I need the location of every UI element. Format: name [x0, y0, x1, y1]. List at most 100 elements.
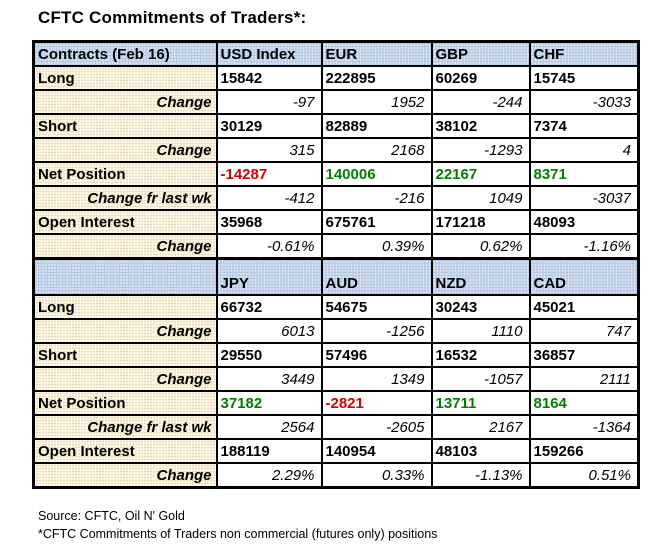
row-label: Open Interest [32, 209, 218, 235]
cell-value: 35968 [215, 209, 323, 235]
footnote-line: *CFTC Commitments of Traders non commerc… [38, 527, 438, 541]
cell-value: 48093 [528, 209, 640, 235]
cell-value: 2168 [320, 137, 433, 163]
table-row: Change -97 1952 -244 -3033 [32, 89, 640, 115]
cell-value: 16532 [430, 342, 531, 368]
table-row: Change 6013 -1256 1110 747 [32, 318, 640, 344]
row-label: Change [32, 462, 218, 489]
row-label: Change [32, 89, 218, 115]
currency-header-cell: GBP [430, 40, 531, 67]
cell-value: 15745 [528, 65, 640, 91]
row-label: Change [32, 137, 218, 163]
page: CFTC Commitments of Traders*: Contracts … [32, 8, 652, 543]
currency-header-cell: AUD [320, 257, 433, 296]
cell-value: 22167 [430, 161, 531, 187]
currency-header-row-1: Contracts (Feb 16) USD Index EUR GBP CHF [32, 40, 640, 67]
page-title: CFTC Commitments of Traders*: [38, 8, 307, 27]
cell-value: -1293 [430, 137, 531, 163]
currency-header-cell: USD Index [215, 40, 323, 67]
table-row: Change fr last wk -412 -216 1049 -3037 [32, 185, 640, 211]
cell-value: -1057 [430, 366, 531, 392]
cell-value: 36857 [528, 342, 640, 368]
table-row: Change 2.29% 0.33% -1.13% 0.51% [32, 462, 640, 489]
cell-value: 48103 [430, 438, 531, 464]
row-label: Change fr last wk [32, 414, 218, 440]
cell-value: 7374 [528, 113, 640, 139]
row-label: Short [32, 113, 218, 139]
cell-value: 66732 [215, 294, 323, 320]
cell-value: 45021 [528, 294, 640, 320]
table-row: Long 66732 54675 30243 45021 [32, 294, 640, 320]
currency-header-row-2: JPY AUD NZD CAD [32, 257, 640, 296]
table-row: Change fr last wk 2564 -2605 2167 -1364 [32, 414, 640, 440]
cell-value: -1.16% [528, 233, 640, 260]
row-label: Long [32, 294, 218, 320]
cell-value: 140954 [320, 438, 433, 464]
cell-value: 675761 [320, 209, 433, 235]
cell-value: 1110 [430, 318, 531, 344]
cell-value: -412 [215, 185, 323, 211]
row-label: Long [32, 65, 218, 91]
currency-header-cell: JPY [215, 257, 323, 296]
table-row: Change 315 2168 -1293 4 [32, 137, 640, 163]
table-row: Short 30129 82889 38102 7374 [32, 113, 640, 139]
currency-header-cell: CAD [528, 257, 640, 296]
cell-value: 2111 [528, 366, 640, 392]
cell-value: 13711 [430, 390, 531, 416]
cell-value: -14287 [215, 161, 323, 187]
cell-value: -3037 [528, 185, 640, 211]
cell-value: 2564 [215, 414, 323, 440]
row-label: Net Position [32, 161, 218, 187]
cell-value: 747 [528, 318, 640, 344]
cell-value: 82889 [320, 113, 433, 139]
cell-value: -2605 [320, 414, 433, 440]
table-row: Short 29550 57496 16532 36857 [32, 342, 640, 368]
empty-header-cell [32, 257, 218, 296]
footer: Source: CFTC, Oil N' Gold *CFTC Commitme… [38, 507, 652, 543]
cell-value: -2821 [320, 390, 433, 416]
table-row: Change -0.61% 0.39% 0.62% -1.16% [32, 233, 640, 260]
cell-value: 2167 [430, 414, 531, 440]
cell-value: -97 [215, 89, 323, 115]
table-row: Long 15842 222895 60269 15745 [32, 65, 640, 91]
cell-value: 315 [215, 137, 323, 163]
cot-table-body: Contracts (Feb 16) USD Index EUR GBP CHF Long… [32, 40, 640, 489]
currency-header-cell: EUR [320, 40, 433, 67]
cell-value: -1364 [528, 414, 640, 440]
cell-value: -216 [320, 185, 433, 211]
cell-value: 6013 [215, 318, 323, 344]
cell-value: 0.39% [320, 233, 433, 260]
row-label: Short [32, 342, 218, 368]
row-label: Change [32, 318, 218, 344]
cell-value: -3033 [528, 89, 640, 115]
cell-value: 29550 [215, 342, 323, 368]
cell-value: 8164 [528, 390, 640, 416]
row-label: Change [32, 233, 218, 260]
table-row: Net Position 37182 -2821 13711 8164 [32, 390, 640, 416]
cell-value: 4 [528, 137, 640, 163]
source-line: Source: CFTC, Oil N' Gold [38, 509, 185, 523]
cell-value: 140006 [320, 161, 433, 187]
cell-value: 0.62% [430, 233, 531, 260]
cell-value: 30129 [215, 113, 323, 139]
row-label: Change [32, 366, 218, 392]
row-label: Open Interest [32, 438, 218, 464]
currency-header-cell: CHF [528, 40, 640, 67]
cell-value: 57496 [320, 342, 433, 368]
table-row: Open Interest 35968 675761 171218 48093 [32, 209, 640, 235]
cell-value: 222895 [320, 65, 433, 91]
cell-value: 38102 [430, 113, 531, 139]
cell-value: 171218 [430, 209, 531, 235]
cell-value: 2.29% [215, 462, 323, 489]
cell-value: 1049 [430, 185, 531, 211]
cell-value: 0.51% [528, 462, 640, 489]
row-label: Net Position [32, 390, 218, 416]
cell-value: 3449 [215, 366, 323, 392]
cell-value: 1952 [320, 89, 433, 115]
cell-value: 159266 [528, 438, 640, 464]
contracts-header-cell: Contracts (Feb 16) [32, 40, 218, 67]
cell-value: 1349 [320, 366, 433, 392]
cell-value: -0.61% [215, 233, 323, 260]
cell-value: 8371 [528, 161, 640, 187]
cell-value: 60269 [430, 65, 531, 91]
